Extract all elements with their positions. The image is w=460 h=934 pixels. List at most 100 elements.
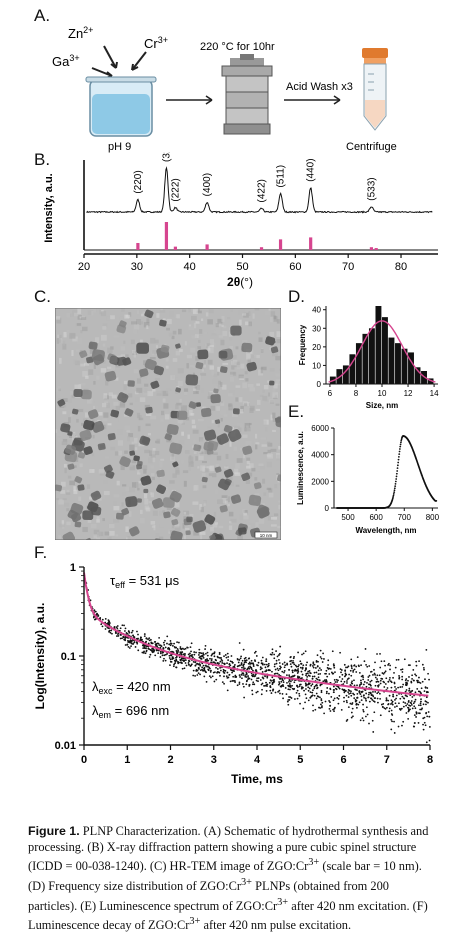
- tem-noise: [194, 323, 196, 329]
- tem-noise: [208, 426, 212, 428]
- tem-noise: [68, 398, 71, 403]
- lum-data-point: [394, 487, 396, 489]
- decay-data-point: [265, 666, 267, 668]
- decay-data-point: [166, 635, 168, 637]
- tem-noise: [140, 518, 145, 524]
- tem-noise: [62, 411, 66, 414]
- decay-data-point: [340, 680, 342, 682]
- tem-noise: [228, 393, 233, 396]
- decay-data-point: [323, 658, 325, 660]
- decay-data-point: [335, 688, 337, 690]
- decay-data-point: [174, 662, 176, 664]
- decay-data-point: [230, 680, 232, 682]
- tem-noise: [142, 376, 147, 379]
- hist-bar: [395, 343, 401, 384]
- decay-data-point: [380, 714, 382, 716]
- tem-noise: [245, 378, 248, 381]
- tem-noise: [129, 487, 135, 492]
- decay-x-tick-label: 8: [427, 754, 433, 766]
- caption-text-5: after 420 nm pulse excitation.: [200, 918, 351, 932]
- process-arrow-2: [284, 96, 340, 104]
- decay-data-point: [220, 670, 222, 672]
- decay-data-point: [412, 708, 414, 710]
- decay-data-point: [253, 674, 255, 676]
- lum-data-point: [394, 485, 396, 487]
- xrd-reference-line: [279, 239, 282, 250]
- tem-noise: [235, 385, 240, 387]
- decay-data-point: [346, 701, 348, 703]
- tem-noise: [220, 401, 224, 406]
- decay-data-point: [158, 637, 160, 639]
- decay-data-point: [345, 667, 347, 669]
- decay-data-point: [165, 660, 167, 662]
- tem-noise: [272, 353, 278, 356]
- decay-data-point: [264, 664, 266, 666]
- decay-data-point: [411, 700, 413, 702]
- tem-particle: [248, 494, 261, 506]
- decay-data-point: [383, 686, 385, 688]
- decay-data-point: [169, 664, 171, 666]
- lum-data-point: [396, 470, 398, 472]
- decay-data-point: [356, 693, 358, 695]
- tem-noise: [103, 393, 107, 398]
- tem-noise: [106, 316, 110, 320]
- decay-data-point: [226, 657, 228, 659]
- decay-data-point: [206, 658, 208, 660]
- decay-data-point: [423, 703, 425, 705]
- tem-noise: [262, 396, 267, 401]
- tem-noise: [247, 461, 250, 464]
- decay-data-point: [198, 649, 200, 651]
- decay-data-point: [399, 708, 401, 710]
- decay-data-point: [317, 665, 319, 667]
- decay-data-point: [326, 691, 328, 693]
- decay-data-point: [120, 627, 122, 629]
- tem-noise: [124, 451, 128, 454]
- tem-noise: [190, 413, 194, 416]
- decay-data-point: [165, 647, 167, 649]
- decay-data-point: [209, 675, 211, 677]
- decay-data-point: [379, 667, 381, 669]
- xrd-peak-label: (422): [257, 179, 268, 202]
- decay-data-point: [253, 665, 255, 667]
- decay-data-point: [301, 671, 303, 673]
- tem-noise: [255, 522, 258, 528]
- decay-data-point: [244, 662, 246, 664]
- decay-data-point: [215, 660, 217, 662]
- tem-noise: [202, 369, 204, 371]
- decay-data-point: [145, 638, 147, 640]
- decay-data-point: [231, 680, 233, 682]
- decay-data-point: [182, 648, 184, 650]
- decay-data-point: [266, 664, 268, 666]
- decay-data-point: [404, 658, 406, 660]
- decay-data-point: [94, 609, 96, 611]
- tem-noise: [74, 359, 77, 364]
- decay-data-point: [148, 637, 150, 639]
- tem-noise: [227, 317, 230, 319]
- tem-noise: [275, 395, 277, 399]
- decay-data-point: [361, 676, 363, 678]
- decay-data-point: [410, 691, 412, 693]
- ion-arrows: [92, 46, 146, 78]
- decay-data-point: [362, 709, 364, 711]
- caption-sup-4: 3+: [189, 916, 200, 927]
- xrd-peak-label: (220): [133, 170, 144, 193]
- xrd-peak-label: (400): [202, 173, 213, 196]
- decay-data-point: [315, 667, 317, 669]
- decay-data-point: [380, 678, 382, 680]
- tem-noise: [190, 348, 195, 353]
- decay-data-point: [180, 648, 182, 650]
- decay-data-point: [306, 697, 308, 699]
- decay-data-point: [363, 694, 365, 696]
- tem-noise: [126, 315, 130, 318]
- decay-data-point: [344, 681, 346, 683]
- decay-data-point: [116, 626, 118, 628]
- decay-data-point: [126, 632, 128, 634]
- decay-data-point: [121, 624, 123, 626]
- tem-noise: [225, 465, 227, 467]
- decay-data-point: [243, 664, 245, 666]
- xrd-reference-line: [174, 247, 177, 250]
- decay-data-point: [210, 649, 212, 651]
- tem-noise: [107, 423, 111, 425]
- tem-scale-bar-label: 10 nm: [260, 533, 273, 538]
- tem-noise: [243, 515, 248, 519]
